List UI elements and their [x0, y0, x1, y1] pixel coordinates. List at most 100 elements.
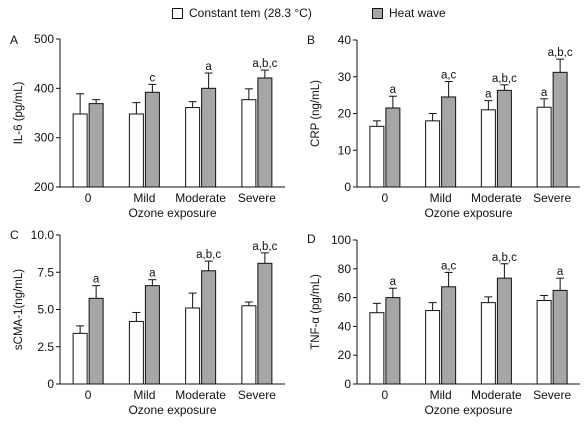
panel-a-significance-label: a: [205, 61, 212, 73]
panel-d-label: D: [307, 232, 316, 246]
panel-b-significance-label: a,b,c: [548, 47, 573, 59]
panel-b-y-tick-label: 20: [338, 107, 352, 121]
legend-label-heat-wave: Heat wave: [389, 6, 446, 20]
panel-a-bar: [257, 77, 273, 188]
panel-a-bar: [241, 99, 257, 188]
panel-a-y-axis-label: IL-6 (pg/mL): [13, 82, 25, 145]
panel-d-x-axis-label: Ozone exposure: [424, 403, 512, 417]
panel-c-x-tick-label: Severe: [238, 388, 276, 402]
panel-c-x-tick-label: Moderate: [175, 388, 226, 402]
panel-d-x-tick-label: 0: [382, 388, 389, 402]
panel-c-bar: [128, 320, 144, 385]
panel-c-significance-label: a,b,c: [196, 249, 221, 261]
panel-d-significance-label: a: [557, 266, 564, 278]
panel-b-x-tick-label: Moderate: [471, 191, 522, 205]
panel-d-y-tick-label: 60: [338, 291, 352, 305]
panel-a-x-tick-label: Mild: [133, 191, 155, 205]
panel-d-x-tick-label: Mild: [430, 388, 452, 402]
panel-c-significance-label: a,b,c: [252, 241, 277, 253]
panel-b-x-tick-label: 0: [382, 191, 389, 205]
panel-c-y-axis-label: sCMA-1(ng/mL): [13, 269, 25, 350]
panel-a-bar: [72, 113, 88, 188]
panel-c-y-tick-label: 2.5: [37, 340, 54, 354]
panel-d-bar: [536, 299, 552, 385]
panel-d-significance-label: a: [390, 276, 397, 288]
panel-c-y-tick-label: 5.0: [37, 303, 54, 317]
panel-c-x-tick-label: Mild: [133, 388, 155, 402]
legend-label-constant: Constant tem (28.3 °C): [189, 6, 312, 20]
panel-d-y-axis-label: TNF-α (pg/mL): [310, 274, 322, 350]
panel-b-y-axis-label: CRP (ng/mL): [310, 80, 322, 147]
panel-d-x-tick-label: Severe: [533, 388, 571, 402]
panel-c-label: C: [10, 228, 19, 242]
panel-b-x-tick-label: Severe: [533, 191, 571, 205]
panel-d-y-tick-label: 40: [338, 319, 352, 333]
panel-a-bar: [128, 113, 144, 188]
panel-a-y-tick-label: 200: [34, 180, 54, 194]
legend-item-heat-wave: Heat wave: [372, 6, 446, 20]
panel-d-y-tick-label: 100: [331, 233, 351, 247]
panel-d-bar: [552, 289, 568, 385]
panel-b-significance-label: a: [485, 89, 492, 101]
panel-b-y-tick-label: 0: [344, 180, 351, 194]
panel-d-significance-label: a,b,c: [492, 252, 517, 264]
panel-c-bar: [241, 305, 257, 385]
panel-d-bar: [369, 312, 385, 385]
panel-b-significance-label: a,c: [441, 70, 457, 82]
panel-a-x-tick-label: Severe: [238, 191, 276, 205]
panel-b-x-tick-label: Mild: [430, 191, 452, 205]
panel-a-bar: [88, 103, 104, 188]
panel-b-bar: [425, 120, 441, 188]
panel-d-y-tick-label: 20: [338, 348, 352, 362]
panel-a-y-tick-label: 500: [34, 32, 54, 46]
panel-b-significance-label: a: [390, 84, 397, 96]
panel-c-y-tick-label: 0: [47, 377, 54, 391]
panel-d-y-tick-label: 80: [338, 262, 352, 276]
panel-d-bar: [385, 297, 401, 385]
legend-item-constant: Constant tem (28.3 °C): [172, 6, 312, 20]
panel-b-significance-label: a,b,c: [492, 73, 517, 85]
panel-b-bar: [536, 106, 552, 188]
panel-b-y-tick-label: 10: [338, 143, 352, 157]
panel-c-x-tick-label: 0: [85, 388, 92, 402]
panel-c-y-tick-label: 7.5: [37, 265, 54, 279]
legend: Constant tem (28.3 °C) Heat wave: [0, 6, 585, 22]
panel-b-bar: [480, 109, 496, 188]
panel-b-bar: [552, 71, 568, 188]
panel-a-significance-label: c: [150, 72, 156, 84]
panel-a-bar: [185, 107, 201, 188]
panel-a-significance-label: a,b,c: [252, 58, 277, 70]
panel-c-significance-label: a: [149, 268, 156, 280]
panel-d-bar: [480, 302, 496, 385]
panel-c-y-tick-label: 10.0: [31, 228, 55, 242]
panel-b-bar: [441, 96, 457, 188]
panel-a-x-tick-label: 0: [85, 191, 92, 205]
panel-a-bar: [144, 91, 160, 188]
panel-c-bar: [144, 285, 160, 385]
legend-swatch-constant: [172, 7, 183, 19]
panel-c-bar: [88, 297, 104, 385]
legend-swatch-heat-wave: [372, 7, 383, 19]
panel-d-x-tick-label: Moderate: [471, 388, 522, 402]
panel-b-bar: [369, 125, 385, 188]
panel-b-y-tick-label: 40: [338, 33, 352, 47]
panel-c-bar: [72, 332, 88, 385]
panel-a-bar: [201, 87, 217, 188]
panel-d-bar: [496, 277, 512, 385]
panel-b-x-axis-label: Ozone exposure: [424, 206, 512, 220]
panel-b-label: B: [307, 33, 315, 47]
panel-c-x-axis-label: Ozone exposure: [128, 403, 216, 417]
panel-a-x-axis-label: Ozone exposure: [128, 206, 216, 220]
panel-a-label: A: [10, 33, 18, 47]
panel-d-bar: [425, 310, 441, 385]
panel-a-y-tick-label: 300: [34, 131, 54, 145]
panel-d-significance-label: a,c: [441, 260, 457, 272]
panel-c-bar: [257, 262, 273, 385]
panel-c-significance-label: a: [93, 274, 100, 286]
panel-a-x-tick-label: Moderate: [175, 191, 226, 205]
panel-b-significance-label: a: [541, 87, 548, 99]
panel-c-bar: [185, 307, 201, 385]
panel-d-y-tick-label: 0: [344, 377, 351, 391]
panel-b-y-tick-label: 30: [338, 70, 352, 84]
